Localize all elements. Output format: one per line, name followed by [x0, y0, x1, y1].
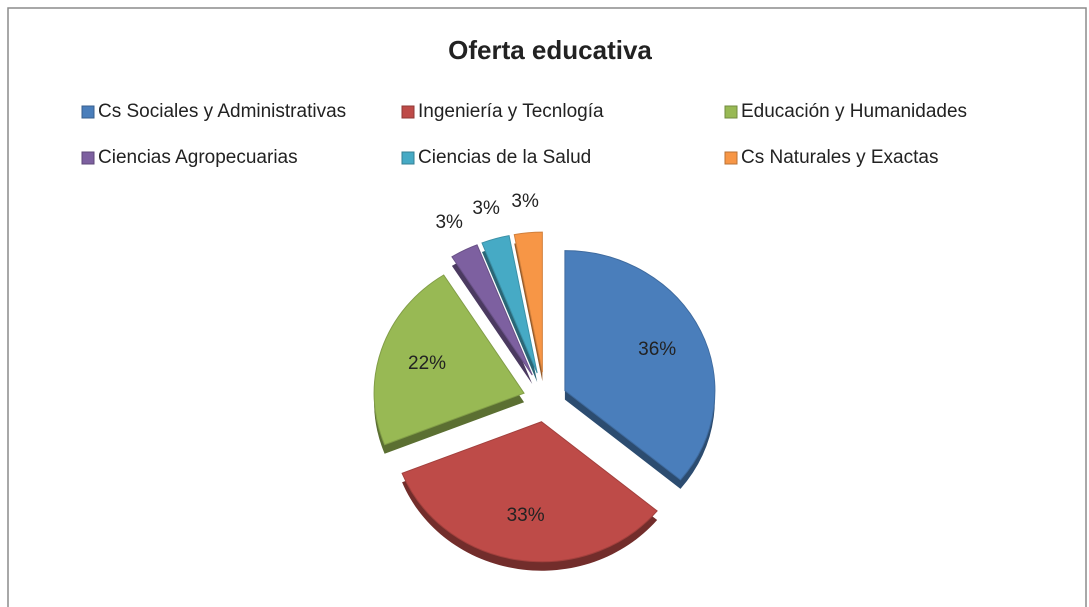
slice	[481, 235, 538, 374]
legend-label: Cs Naturales y Exactas	[741, 147, 938, 168]
legend-label: Ciencias de la Salud	[418, 147, 591, 168]
data-label: 3%	[472, 198, 500, 219]
legend-marker	[81, 151, 95, 165]
legend-label: Ingeniería y Tecnlogía	[418, 101, 604, 122]
slice	[451, 244, 533, 376]
slice	[373, 274, 525, 446]
legend-marker	[401, 105, 415, 119]
legend-label: Educación y Humanidades	[741, 101, 967, 122]
legend-marker	[81, 105, 95, 119]
legend-marker	[724, 151, 738, 165]
legend-marker	[401, 151, 415, 165]
legend-label: Ciencias Agropecuarias	[98, 147, 298, 168]
data-label: 33%	[507, 505, 545, 526]
slice	[401, 421, 658, 563]
legend-marker	[724, 105, 738, 119]
legend-label: Cs Sociales y Administrativas	[98, 101, 346, 122]
data-label: 36%	[638, 339, 676, 360]
data-label: 3%	[435, 212, 463, 233]
slice-side	[481, 244, 538, 383]
data-label: 22%	[408, 353, 446, 374]
data-label: 3%	[511, 191, 539, 212]
slice	[513, 231, 543, 373]
slice	[564, 250, 716, 481]
chart-title: Oferta educativa	[448, 35, 652, 65]
